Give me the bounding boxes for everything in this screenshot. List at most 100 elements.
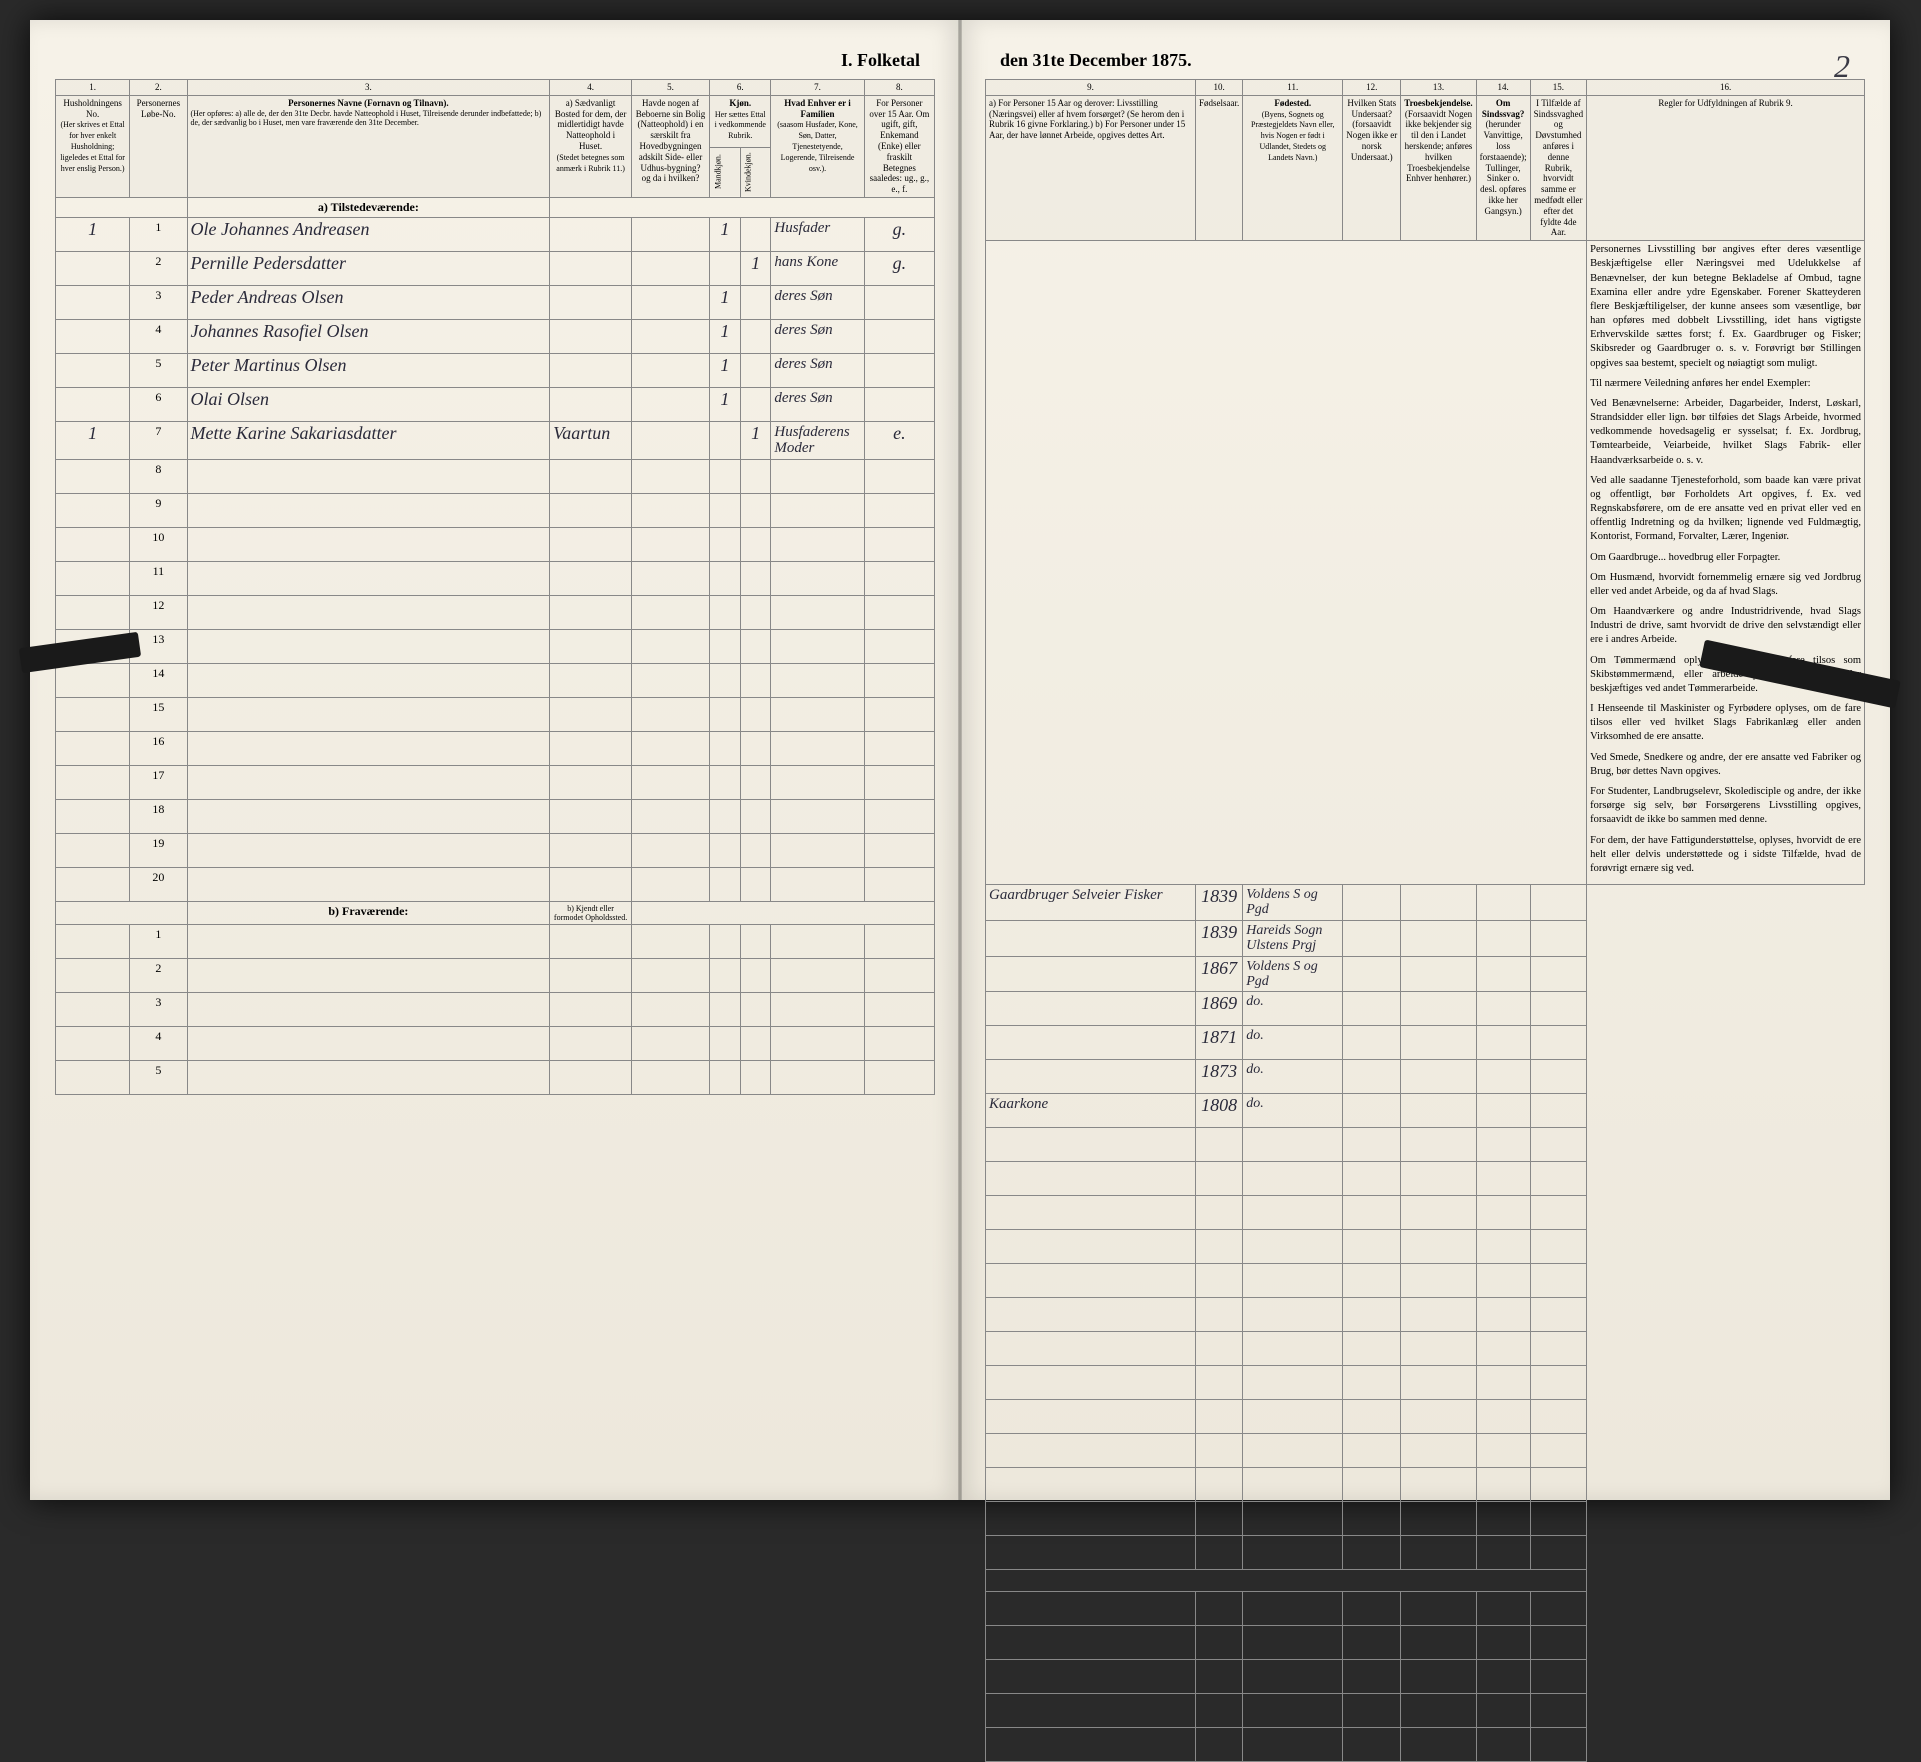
cell-family: hans Kone (771, 251, 864, 285)
cell-c14 (1476, 956, 1530, 992)
cell-col5 (631, 285, 709, 319)
cell-c12 (1343, 1094, 1401, 1128)
cell-year: 1867 (1196, 956, 1243, 992)
cell-rownum: 9 (130, 493, 187, 527)
h14: Om Sindssvag?(herunder Vanvittige, loss … (1476, 95, 1530, 240)
cell-name: Ole Johannes Andreasen (187, 217, 550, 251)
cell-rownum: 1 (130, 924, 187, 958)
cell-marital: e. (864, 421, 934, 459)
cell-male (710, 251, 741, 285)
table-row-empty: 15 (56, 697, 935, 731)
instr-p11: For Studenter, Landbrugselevr, Skoledisc… (1590, 785, 1861, 828)
cell-c12 (1343, 992, 1401, 1026)
h8-title: For Personer over 15 Aar. Om ugift, gift… (869, 98, 929, 162)
cell-col4 (550, 319, 632, 353)
instr-p1: Personernes Livsstilling bør angives eft… (1590, 243, 1861, 371)
cell-year: 1873 (1196, 1060, 1243, 1094)
instructions-cell: Personernes Livsstilling bør angives eft… (1587, 241, 1865, 885)
cell-rownum: 16 (130, 731, 187, 765)
h3-title: Personernes Navne (Fornavn og Tilnavn). (288, 98, 448, 108)
cell-col5 (631, 217, 709, 251)
col4-num: 4. (550, 80, 632, 96)
h2: Personernes Løbe-No. (130, 95, 187, 197)
table-row-empty: 12 (56, 595, 935, 629)
table-row-empty (986, 1468, 1865, 1502)
cell-place: do. (1243, 1060, 1343, 1094)
cell-year: 1871 (1196, 1026, 1243, 1060)
col5-num: 5. (631, 80, 709, 96)
cell-rownum: 10 (130, 527, 187, 561)
cell-rownum: 3 (130, 285, 187, 319)
cell-col4: Vaartun (550, 421, 632, 459)
h14-title: Om Sindssvag? (1482, 98, 1525, 119)
cell-family: deres Søn (771, 285, 864, 319)
table-row-empty (986, 1162, 1865, 1196)
cell-year: 1808 (1196, 1094, 1243, 1128)
h12: Hvilken Stats Undersaat?(forsaavidt Noge… (1343, 95, 1401, 240)
table-row-empty: 4 (56, 1026, 935, 1060)
cell-c13 (1401, 992, 1476, 1026)
table-row-empty (986, 1128, 1865, 1162)
h1-sub: (Her skrives et Ettal for hver enkelt Hu… (60, 120, 125, 172)
table-row: 1871do. (986, 1026, 1865, 1060)
cell-rownum: 1 (130, 217, 187, 251)
table-row-empty (986, 1694, 1865, 1728)
cell-female (740, 319, 771, 353)
h11-sub: (Byens, Sognets og Præstegjeldets Navn e… (1251, 110, 1334, 162)
cell-place: Voldens S og Pgd (1243, 885, 1343, 921)
cell-rownum: 2 (130, 251, 187, 285)
cell-col4 (550, 251, 632, 285)
cell-male: 1 (710, 387, 741, 421)
cell-female: 1 (740, 421, 771, 459)
cell-name: Peder Andreas Olsen (187, 285, 550, 319)
header-right: den 31te December 1875. (985, 50, 1865, 71)
cell-family: deres Søn (771, 387, 864, 421)
table-row-empty (986, 1400, 1865, 1434)
h4-sub: (Stedet betegnes som anmærk i Rubrik 11.… (556, 153, 625, 173)
table-row-empty (986, 1196, 1865, 1230)
cell-marital (864, 285, 934, 319)
cell-male: 1 (710, 285, 741, 319)
h3-sub: (Her opføres: a) alle de, der den 31te D… (191, 109, 547, 128)
table-row-empty (986, 1626, 1865, 1660)
cell-hh (56, 285, 130, 319)
table-row-empty (986, 1366, 1865, 1400)
h7-sub: (saasom Husfader, Kone, Søn, Datter, Tje… (777, 120, 858, 172)
col15-num: 15. (1530, 80, 1587, 96)
h6-sub: Her sættes Ettal i vedkommende Rubrik. (715, 110, 766, 141)
header-left: I. Folketal (55, 50, 935, 71)
cell-female (740, 353, 771, 387)
table-row: 2Pernille Pedersdatter1hans Koneg. (56, 251, 935, 285)
cell-c14 (1476, 1060, 1530, 1094)
cell-name: Peter Martinus Olsen (187, 353, 550, 387)
table-row-empty: 17 (56, 765, 935, 799)
cell-rownum: 5 (130, 1060, 187, 1094)
cell-c14 (1476, 1094, 1530, 1128)
cell-c13 (1401, 920, 1476, 956)
census-table-left: 1. 2. 3. 4. 5. 6. 7. 8. Husholdningens N… (55, 79, 935, 1095)
table-row: 1867Voldens S og Pgd (986, 956, 1865, 992)
h1-title: Husholdningens No. (63, 98, 122, 119)
cell-occupation: Gaardbruger Selveier Fisker (986, 885, 1196, 921)
section-b-col4: b) Kjendt eller formodet Opholdssted. (550, 901, 632, 924)
table-row-empty: 13 (56, 629, 935, 663)
col12-num: 12. (1343, 80, 1401, 96)
cell-c15 (1530, 956, 1587, 992)
h4: a) Sædvanligt Bosted for dem, der midler… (550, 95, 632, 197)
cell-marital: g. (864, 217, 934, 251)
cell-hh: 1 (56, 421, 130, 459)
col13-num: 13. (1401, 80, 1476, 96)
cell-occupation (986, 1026, 1196, 1060)
cell-name: Johannes Rasofiel Olsen (187, 319, 550, 353)
table-row-empty: 19 (56, 833, 935, 867)
h6-title: Kjøn.Her sættes Ettal i vedkommende Rubr… (710, 95, 771, 147)
table-row-empty (986, 1298, 1865, 1332)
cell-female (740, 217, 771, 251)
cell-col5 (631, 251, 709, 285)
cell-place: do. (1243, 992, 1343, 1026)
h9: a) For Personer 15 Aar og derover: Livss… (986, 95, 1196, 240)
cell-c13 (1401, 956, 1476, 992)
table-row-empty: 10 (56, 527, 935, 561)
h14-sub: (herunder Vanvittige, loss forstaaende);… (1480, 119, 1527, 215)
instr-p12: For dem, der have Fattigunderstøttelse, … (1590, 834, 1861, 877)
